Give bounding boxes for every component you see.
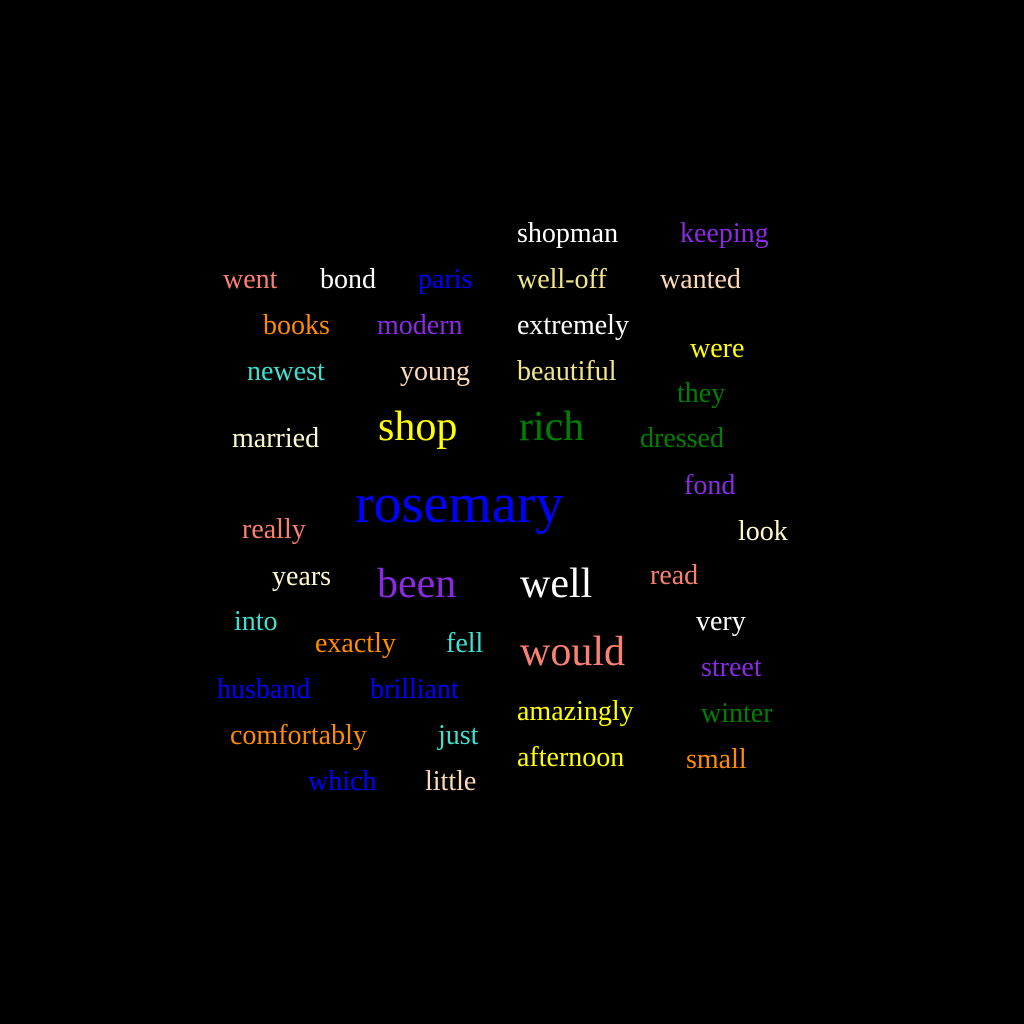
word-rich: rich (519, 404, 585, 450)
word-just: just (438, 720, 479, 751)
word-were: were (690, 333, 745, 364)
word-bond: bond (320, 264, 376, 295)
word-small: small (686, 744, 747, 775)
word-shopman: shopman (517, 218, 619, 249)
word-paris: paris (418, 264, 473, 295)
word-young: young (400, 356, 470, 387)
word-winter: winter (701, 698, 773, 729)
word-well-off: well-off (517, 264, 607, 295)
word-they: they (677, 378, 726, 409)
word-rosemary: rosemary (355, 473, 564, 535)
word-married: married (232, 423, 320, 454)
word-went: went (223, 264, 278, 295)
word-would: would (520, 629, 625, 675)
word-husband: husband (217, 674, 311, 705)
word-newest: newest (247, 356, 325, 387)
word-dressed: dressed (640, 423, 724, 454)
word-brilliant: brilliant (370, 674, 459, 705)
word-modern: modern (377, 310, 463, 341)
word-well: well (520, 561, 593, 607)
word-amazingly: amazingly (517, 696, 634, 727)
word-exactly: exactly (315, 628, 396, 659)
word-read: read (650, 560, 699, 591)
word-which: which (308, 766, 377, 797)
word-little: little (425, 766, 477, 797)
word-street: street (701, 652, 762, 683)
word-fell: fell (446, 628, 484, 659)
word-years: years (272, 561, 332, 592)
word-fond: fond (684, 470, 736, 501)
word-comfortably: comfortably (230, 720, 367, 751)
word-beautiful: beautiful (517, 356, 617, 387)
word-look: look (738, 516, 788, 547)
word-wanted: wanted (660, 264, 741, 295)
word-very: very (696, 606, 746, 637)
word-really: really (242, 514, 306, 545)
word-afternoon: afternoon (517, 742, 625, 773)
word-into: into (234, 606, 278, 637)
word-been: been (377, 561, 457, 607)
word-keeping: keeping (680, 218, 769, 249)
word-extremely: extremely (517, 310, 629, 341)
word-shop: shop (378, 404, 458, 450)
word-books: books (263, 310, 330, 341)
